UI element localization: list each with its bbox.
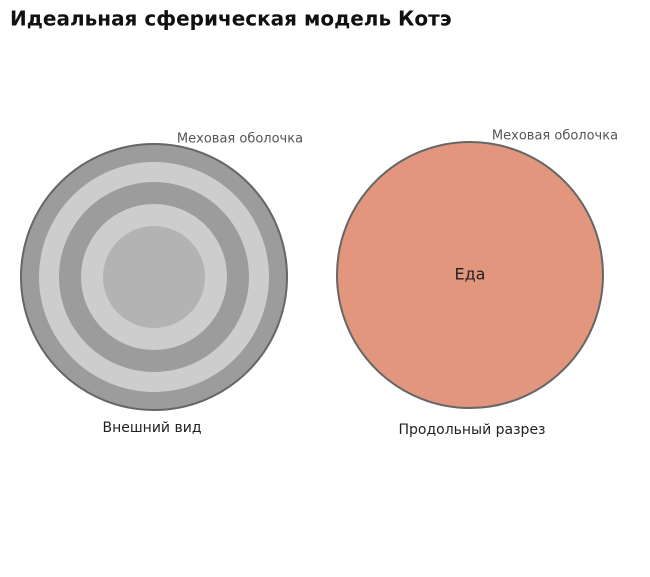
section-view: Еда Меховая оболочка Продольный разрез (336, 129, 618, 438)
caption: Внешний вид (102, 420, 201, 436)
shell-label: Меховая оболочка (492, 129, 618, 144)
title: Идеальная сферическая модель Котэ (10, 7, 452, 31)
outer-view: Меховая оболочка Внешний вид (20, 132, 303, 436)
section-circle (336, 141, 604, 409)
shell-label: Меховая оболочка (177, 132, 303, 147)
core (103, 226, 205, 328)
center-label: Еда (455, 265, 486, 284)
caption: Продольный разрез (398, 422, 545, 438)
